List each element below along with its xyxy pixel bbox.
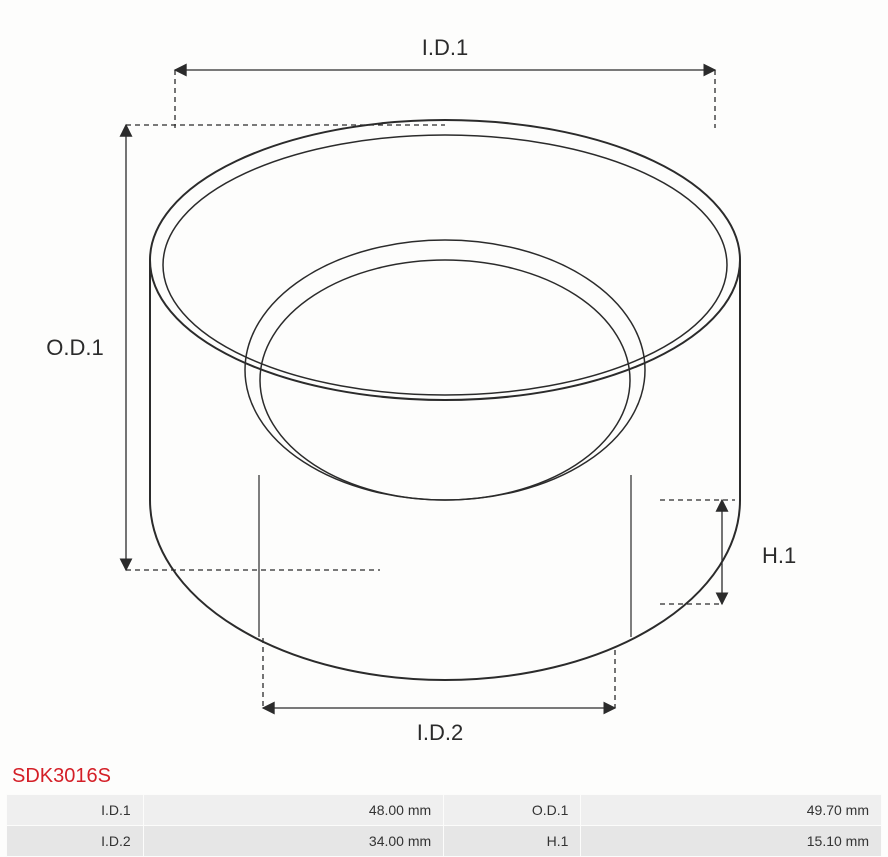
inner-rim	[163, 135, 727, 395]
cell-value: 49.70 mm	[581, 795, 882, 826]
dimension-id1-label: I.D.1	[422, 35, 468, 60]
mid-floor-ellipse	[245, 240, 645, 500]
cell-label: I.D.1	[7, 795, 144, 826]
page: I.D.1 O.D.1 I.D.2 H.1	[0, 0, 888, 857]
outer-bottom-arc	[150, 500, 740, 680]
cell-value: 15.10 mm	[581, 826, 882, 857]
dimension-id2-label: I.D.2	[417, 720, 463, 745]
table-row: I.D.2 34.00 mm H.1 15.10 mm	[7, 826, 882, 857]
dimension-table: I.D.1 48.00 mm O.D.1 49.70 mm I.D.2 34.0…	[6, 794, 882, 857]
technical-drawing: I.D.1 O.D.1 I.D.2 H.1	[0, 0, 888, 760]
cell-label: H.1	[444, 826, 581, 857]
cell-value: 34.00 mm	[143, 826, 444, 857]
part-number: SDK3016S	[12, 765, 111, 788]
dimension-od1: O.D.1	[46, 125, 445, 570]
dimension-id2: I.D.2	[263, 638, 615, 745]
cell-label: I.D.2	[7, 826, 144, 857]
dimension-h1-label: H.1	[762, 543, 796, 568]
cell-label: O.D.1	[444, 795, 581, 826]
table-row: I.D.1 48.00 mm O.D.1 49.70 mm	[7, 795, 882, 826]
dimension-od1-label: O.D.1	[46, 335, 103, 360]
dimension-id1: I.D.1	[175, 35, 715, 128]
cell-value: 48.00 mm	[143, 795, 444, 826]
